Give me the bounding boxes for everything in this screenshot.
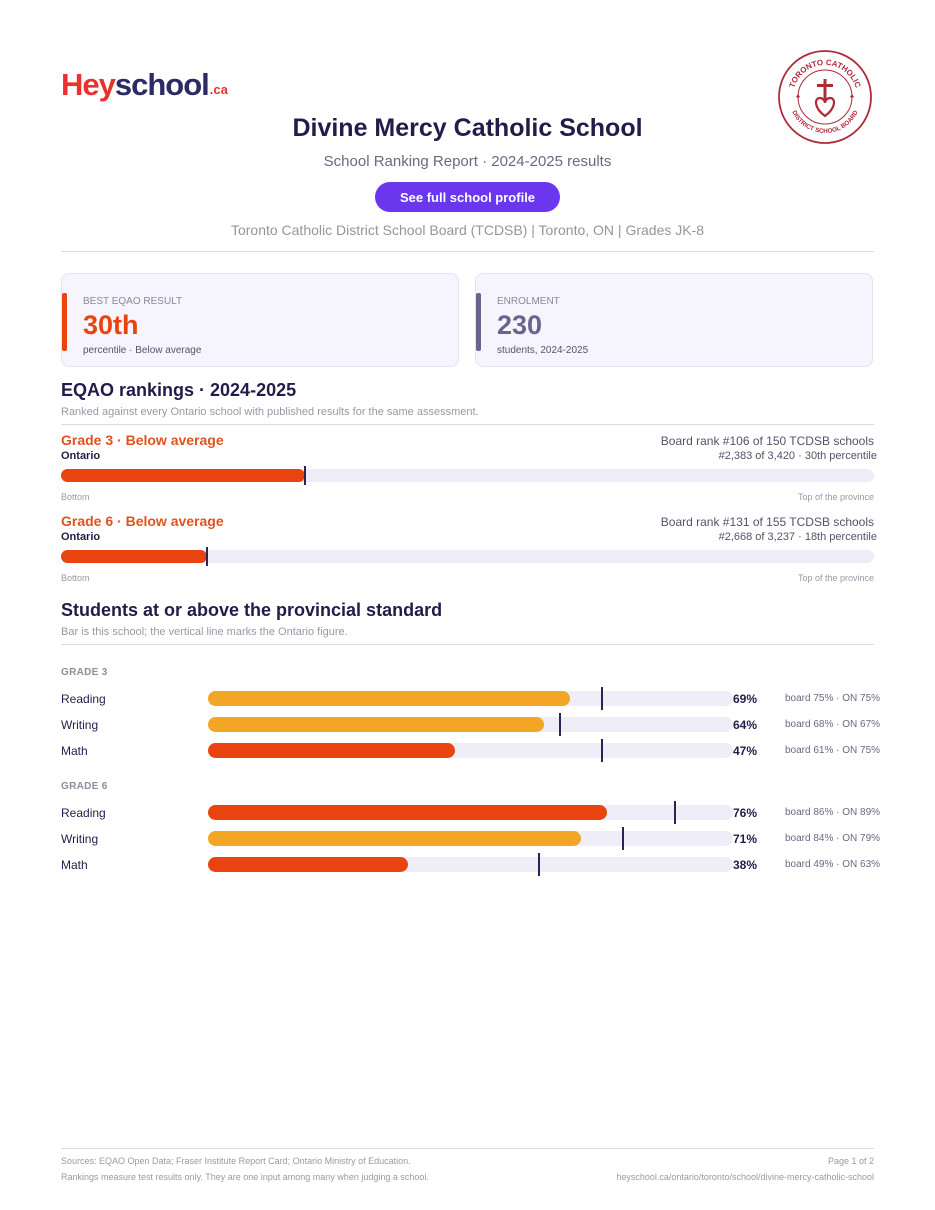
- school-result-bar: [208, 805, 607, 820]
- standard-bar: [208, 739, 733, 762]
- footer-sources: Sources: EQAO Open Data; Fraser Institut…: [61, 1156, 411, 1166]
- footer-divider: [61, 1148, 874, 1149]
- ranking-bar-grade6: [61, 547, 874, 566]
- ranking-marker: [303, 466, 306, 485]
- ontario-marker: [600, 687, 603, 710]
- board-rank: Board rank #106 of 150 TCDSB schools: [660, 434, 874, 448]
- stat-card-enrolment: ENROLMENT 230 students, 2024-2025: [475, 273, 873, 367]
- province-rank: #2,383 of 3,420 · 30th percentile: [718, 450, 877, 462]
- ranking-region: Ontario: [61, 450, 101, 462]
- stat-accent-bar: [62, 293, 67, 351]
- school-percent: 64%: [733, 718, 758, 732]
- header-divider: [61, 251, 874, 252]
- subject-label: Math: [61, 858, 88, 872]
- see-full-profile-button[interactable]: See full school profile: [375, 182, 560, 212]
- province-rank: #2,668 of 3,237 · 18th percentile: [718, 531, 877, 543]
- stat-subtext: students, 2024-2025: [497, 345, 589, 356]
- stat-label: ENROLMENT: [497, 296, 560, 307]
- stat-label: BEST EQAO RESULT: [83, 296, 183, 307]
- ontario-marker: [537, 853, 540, 876]
- school-percent: 71%: [733, 832, 758, 846]
- tcdsb-seal-logo: TORONTO CATHOLIC DISTRICT SCHOOL BOARD: [778, 50, 872, 144]
- ranking-fill: [61, 550, 208, 563]
- logo-school: school: [114, 67, 210, 102]
- scale-high-label: Top of the province: [797, 573, 874, 583]
- group-label-grade6: GRADE 6: [61, 781, 108, 792]
- standard-bar: [208, 853, 733, 876]
- ontario-marker: [600, 739, 603, 762]
- footer-url-link[interactable]: heyschool.ca/ontario/toronto/school/divi…: [616, 1172, 874, 1182]
- stat-card-best-eqao: BEST EQAO RESULT 30th percentile · Below…: [61, 273, 459, 367]
- footer-disclaimer: Rankings measure test results only. They…: [61, 1172, 429, 1182]
- board-ontario-comparison: board 75% · ON 75%: [785, 693, 881, 704]
- page-number: Page 1 of 2: [827, 1156, 874, 1166]
- school-percent: 69%: [733, 692, 758, 706]
- standard-bar: [208, 713, 733, 736]
- stat-accent-bar: [476, 293, 481, 351]
- standards-heading: Students at or above the provincial stan…: [61, 600, 443, 620]
- ranking-fill: [61, 469, 305, 482]
- standard-bar: [208, 827, 733, 850]
- stat-value: 30th: [83, 310, 139, 340]
- ranking-bar-grade3: [61, 466, 874, 485]
- ranking-marker: [206, 547, 209, 566]
- school-result-bar: [208, 831, 581, 846]
- subject-label: Writing: [61, 832, 99, 846]
- school-result-bar: [208, 691, 571, 706]
- board-ontario-comparison: board 68% · ON 67%: [785, 719, 881, 730]
- logo-hey: Hey: [61, 67, 116, 102]
- school-name-title: Divine Mercy Catholic School: [292, 114, 643, 142]
- school-percent: 38%: [733, 858, 758, 872]
- board-ontario-comparison: board 61% · ON 75%: [785, 745, 881, 756]
- ranking-title-grade3: Grade 3 · Below average: [61, 432, 224, 448]
- school-percent: 76%: [733, 806, 758, 820]
- ontario-marker: [621, 827, 624, 850]
- board-ontario-comparison: board 86% · ON 89%: [785, 807, 881, 818]
- stat-value: 230: [497, 310, 543, 340]
- school-result-bar: [208, 857, 408, 872]
- report-subtitle: School Ranking Report · 2024-2025 result…: [323, 153, 612, 170]
- group-label-grade3: GRADE 3: [61, 667, 108, 678]
- logo-tld: .ca: [209, 82, 228, 97]
- rankings-note: Ranked against every Ontario school with…: [61, 406, 479, 418]
- subject-label: Reading: [61, 692, 106, 706]
- board-ontario-comparison: board 49% · ON 63%: [785, 859, 881, 870]
- school-percent: 47%: [733, 744, 758, 758]
- subject-label: Reading: [61, 806, 106, 820]
- standards-divider: [61, 644, 874, 645]
- ontario-marker: [674, 801, 677, 824]
- school-result-bar: [208, 743, 455, 758]
- ontario-marker: [558, 713, 561, 736]
- school-result-bar: [208, 717, 544, 732]
- subject-label: Writing: [61, 718, 99, 732]
- ranking-title-grade6: Grade 6 · Below average: [61, 513, 224, 529]
- ranking-region: Ontario: [61, 531, 101, 543]
- subject-label: Math: [61, 744, 88, 758]
- rankings-divider: [61, 424, 874, 425]
- school-meta-line: Toronto Catholic District School Board (…: [230, 222, 705, 238]
- standards-note: Bar is this school; the vertical line ma…: [61, 626, 348, 638]
- standard-bar: [208, 801, 733, 824]
- scale-high-label: Top of the province: [797, 492, 874, 502]
- rankings-heading: EQAO rankings · 2024-2025: [61, 380, 297, 400]
- board-ontario-comparison: board 84% · ON 79%: [785, 833, 881, 844]
- scale-low-label: Bottom: [61, 573, 90, 583]
- heyschool-logo[interactable]: Hey school .ca: [61, 60, 228, 100]
- board-rank: Board rank #131 of 155 TCDSB schools: [660, 515, 874, 529]
- standard-bar: [208, 687, 733, 710]
- scale-low-label: Bottom: [61, 492, 90, 502]
- stat-subtext: percentile · Below average: [83, 345, 202, 356]
